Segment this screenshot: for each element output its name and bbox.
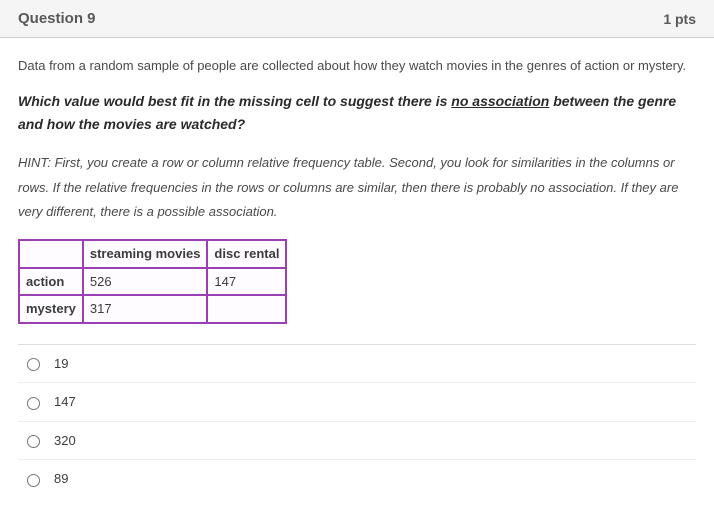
radio-input[interactable] xyxy=(27,358,40,371)
question-points: 1 pts xyxy=(663,11,696,27)
table-cell-empty xyxy=(207,295,286,323)
table-header-cell: streaming movies xyxy=(83,240,208,268)
question-header: Question 9 1 pts xyxy=(0,0,714,38)
option-label: 147 xyxy=(54,392,76,412)
prompt-text: Which value would best fit in the missin… xyxy=(18,90,696,138)
table-row: action 526 147 xyxy=(19,268,286,296)
answer-option[interactable]: 19 xyxy=(18,345,696,384)
prompt-pre: Which value would best fit in the missin… xyxy=(18,93,451,109)
table-header-cell xyxy=(19,240,83,268)
data-table: streaming movies disc rental action 526 … xyxy=(18,239,287,324)
prompt-underlined: no association xyxy=(451,93,549,109)
answer-option[interactable]: 147 xyxy=(18,383,696,422)
row-header: action xyxy=(19,268,83,296)
answer-option[interactable]: 89 xyxy=(18,460,696,498)
answer-option[interactable]: 320 xyxy=(18,422,696,461)
radio-input[interactable] xyxy=(27,474,40,487)
row-header: mystery xyxy=(19,295,83,323)
table-cell: 147 xyxy=(207,268,286,296)
question-title: Question 9 xyxy=(18,10,96,27)
table-cell: 526 xyxy=(83,268,208,296)
table-row: mystery 317 xyxy=(19,295,286,323)
table-header-row: streaming movies disc rental xyxy=(19,240,286,268)
intro-text: Data from a random sample of people are … xyxy=(18,56,696,76)
question-content: Data from a random sample of people are … xyxy=(0,38,714,498)
radio-input[interactable] xyxy=(27,435,40,448)
option-label: 320 xyxy=(54,431,76,451)
table-cell: 317 xyxy=(83,295,208,323)
option-label: 19 xyxy=(54,354,68,374)
answer-options: 19 147 320 89 xyxy=(18,344,696,498)
table-header-cell: disc rental xyxy=(207,240,286,268)
option-label: 89 xyxy=(54,469,68,489)
hint-text: HINT: First, you create a row or column … xyxy=(18,151,696,225)
radio-input[interactable] xyxy=(27,397,40,410)
